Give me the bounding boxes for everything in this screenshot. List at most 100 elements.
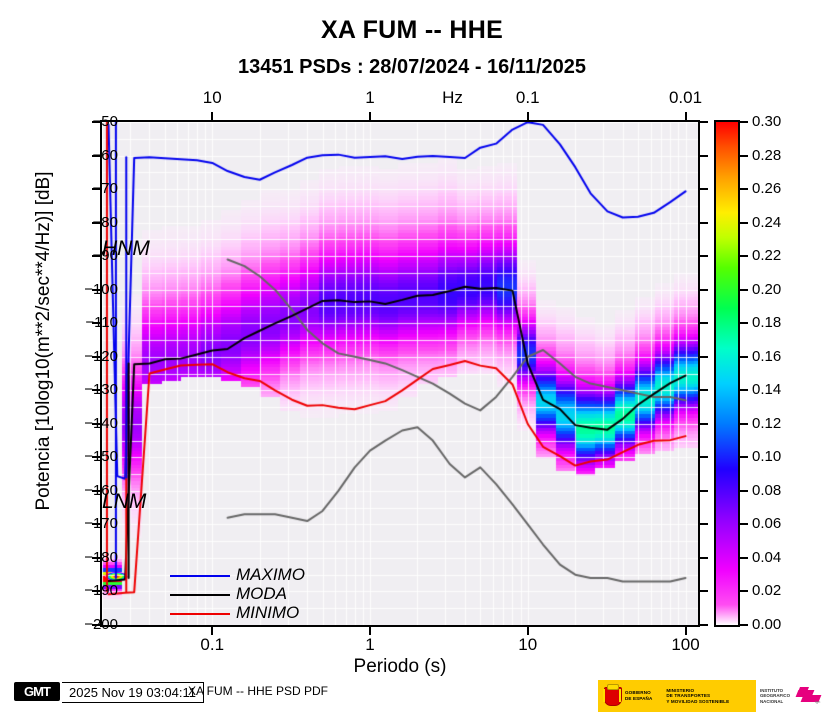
x-axis-tick-top xyxy=(369,112,371,120)
lnm-annotation: LNM xyxy=(102,490,147,513)
ign-mark-icon: ign xyxy=(795,686,824,706)
y-axis-tick xyxy=(700,590,708,593)
y-tick-label: −170 xyxy=(84,515,118,533)
page-title: XA FUM -- HHE xyxy=(320,16,504,44)
colorbar-tick-label: 0.22 xyxy=(752,247,782,265)
y-axis-tick xyxy=(92,523,100,526)
ign-text: INSTITUTO GEOGRAFICO NACIONAL xyxy=(760,687,791,704)
colorbar-tick-label: 0.16 xyxy=(752,347,782,365)
legend-swatch-maximo xyxy=(170,575,230,577)
colorbar xyxy=(714,120,740,627)
y-axis-tick xyxy=(700,288,708,291)
x-tick-label-bottom: 100 xyxy=(671,635,700,654)
y-axis-tick xyxy=(700,221,708,224)
colorbar-tick-label: 0.18 xyxy=(752,314,782,332)
spain-coat-of-arms-icon xyxy=(602,684,622,708)
x-axis-tick-top xyxy=(684,112,687,120)
timestamp: 2025 Nov 19 03:04:11 xyxy=(62,682,204,703)
y-axis-tick xyxy=(92,624,100,626)
colorbar-tick xyxy=(740,523,748,526)
x-axis-tick-top xyxy=(526,112,529,120)
legend-swatch-minimo xyxy=(170,613,230,615)
legend-item-minimo: MINIMO xyxy=(170,603,350,623)
curve-legend: MAXIMO MODA MINIMO xyxy=(170,565,350,623)
ministerio-text: MINISTERIO DE TRANSPORTES Y MOVILIDAD SO… xyxy=(666,687,730,704)
colorbar-tick xyxy=(740,221,748,224)
y-axis-tick xyxy=(700,422,708,425)
y-axis-tick xyxy=(92,121,100,123)
colorbar-tick xyxy=(740,355,748,358)
y-axis-tick xyxy=(92,288,100,291)
y-axis-tick xyxy=(92,422,100,425)
legend-label-maximo: MAXIMO xyxy=(236,565,305,584)
y-axis-tick xyxy=(700,121,708,123)
y-tick-label: −190 xyxy=(84,582,118,600)
y-tick-label: −150 xyxy=(84,448,118,466)
legend-item-moda: MODA xyxy=(170,584,350,604)
colorbar-tick xyxy=(740,456,748,459)
colorbar-tick-label: 0.00 xyxy=(752,616,782,633)
colorbar-tick xyxy=(740,422,748,425)
colorbar-tick xyxy=(740,121,748,123)
y-tick-label: −120 xyxy=(84,347,118,365)
y-tick-label: −160 xyxy=(84,481,118,499)
legend-label-moda: MODA xyxy=(236,584,287,603)
y-tick-label: −60 xyxy=(92,146,118,164)
colorbar-tick-label: 0.06 xyxy=(752,515,782,533)
y-axis-tick xyxy=(700,489,708,492)
colorbar-tick xyxy=(740,255,748,258)
colorbar-tick-label: 0.12 xyxy=(752,414,782,432)
y-axis-tick xyxy=(92,489,100,492)
colorbar-tick-label: 0.30 xyxy=(752,113,782,130)
gmt-logo: GMT xyxy=(14,682,60,701)
y-axis-tick xyxy=(92,154,100,157)
page-subtitle: 13451 PSDs : 28/07/2024 - 16/11/2025 xyxy=(237,56,587,78)
x-axis-tick-bottom xyxy=(211,627,214,635)
x-tick-label-bottom: 10 xyxy=(518,635,538,654)
agency-logo-strip: GOBIERNO DE ESPAÑA MINISTERIO DE TRANSPO… xyxy=(598,680,824,712)
hnm-annotation: HNM xyxy=(102,237,150,260)
footer-note: XA FUM -- HHE PSD PDF xyxy=(188,684,329,698)
colorbar-tick xyxy=(740,590,748,593)
x-axis-tick-top xyxy=(211,112,214,120)
psd-curves xyxy=(102,122,698,625)
x-tick-label-top: Hz xyxy=(442,88,463,107)
colorbar-tick-label: 0.10 xyxy=(752,448,782,466)
x-tick-label-top: 0.01 xyxy=(668,88,703,107)
y-tick-label: −80 xyxy=(92,213,118,231)
y-axis-tick xyxy=(700,355,708,358)
y-axis-tick xyxy=(92,355,100,358)
y-tick-label: −70 xyxy=(92,180,118,198)
y-axis-tick xyxy=(700,322,708,325)
y-axis-tick xyxy=(700,556,708,559)
colorbar-tick xyxy=(740,556,748,559)
colorbar-tick xyxy=(740,288,748,291)
colorbar-tick xyxy=(740,188,748,191)
legend-swatch-moda xyxy=(170,594,230,596)
colorbar-tick xyxy=(740,624,748,626)
ign-logo: INSTITUTO GEOGRAFICO NACIONAL ign xyxy=(756,680,824,712)
psd-pdf-plot xyxy=(100,120,700,627)
colorbar-tick xyxy=(740,154,748,157)
colorbar-tick-label: 0.26 xyxy=(752,180,782,198)
y-axis-label: Potencia [10log10(m**2/sec**4/Hz)] [dB] xyxy=(33,171,54,511)
y-axis-tick xyxy=(700,624,708,626)
legend-item-maximo: MAXIMO xyxy=(170,565,350,585)
y-axis-tick xyxy=(92,556,100,559)
y-axis-tick xyxy=(700,523,708,526)
y-axis-tick xyxy=(92,255,100,258)
x-tick-label-bottom: 1 xyxy=(365,635,375,654)
y-tick-label: −180 xyxy=(84,548,118,566)
y-tick-label: −110 xyxy=(85,314,118,332)
gobierno-text: GOBIERNO DE ESPAÑA xyxy=(625,690,653,701)
y-axis-tick xyxy=(700,389,708,392)
x-tick-label-top: 1 xyxy=(365,88,375,107)
colorbar-tick xyxy=(740,389,748,392)
colorbar-tick-label: 0.24 xyxy=(752,213,782,231)
x-axis-tick-bottom xyxy=(526,627,529,635)
x-axis-label: Periodo (s) xyxy=(353,656,447,677)
y-axis-tick xyxy=(92,188,100,191)
y-tick-label: −100 xyxy=(84,280,118,298)
x-tick-label-top: 0.1 xyxy=(515,88,540,107)
colorbar-tick-label: 0.28 xyxy=(752,146,782,164)
